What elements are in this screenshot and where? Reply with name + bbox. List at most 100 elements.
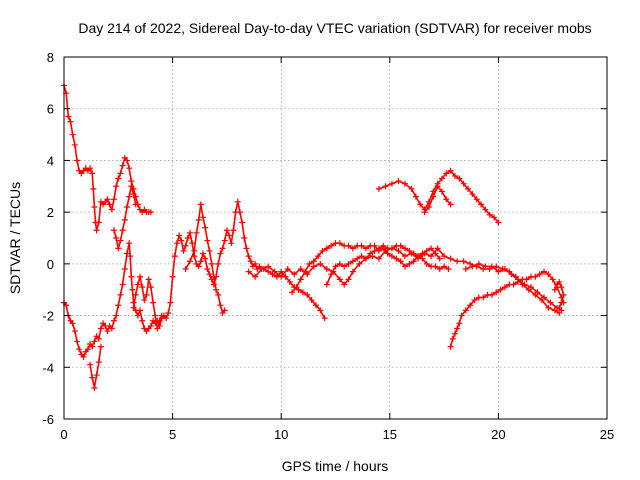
data-point bbox=[132, 201, 139, 208]
data-point bbox=[121, 266, 128, 273]
data-point bbox=[117, 237, 124, 244]
data-point bbox=[447, 343, 454, 350]
series-line bbox=[89, 345, 102, 389]
data-point bbox=[497, 286, 504, 293]
data-point bbox=[286, 278, 293, 285]
data-point bbox=[139, 284, 146, 291]
data-point bbox=[406, 247, 413, 254]
series-trace-1 bbox=[61, 82, 154, 234]
series-trace-7 bbox=[245, 245, 563, 316]
data-point bbox=[104, 328, 111, 335]
data-point bbox=[388, 253, 395, 260]
data-point bbox=[193, 229, 200, 236]
data-point bbox=[532, 273, 539, 280]
data-point bbox=[397, 242, 404, 249]
x-tick-label: 0 bbox=[60, 427, 67, 442]
data-point bbox=[358, 242, 365, 249]
data-point bbox=[80, 353, 87, 360]
data-series bbox=[61, 82, 567, 391]
data-point bbox=[147, 322, 154, 329]
data-point bbox=[139, 317, 146, 324]
data-point bbox=[119, 162, 126, 169]
data-point bbox=[491, 214, 498, 221]
data-point bbox=[278, 268, 285, 275]
data-point bbox=[97, 343, 104, 350]
data-point bbox=[180, 247, 187, 254]
data-point bbox=[558, 284, 565, 291]
data-point bbox=[247, 258, 254, 265]
data-point bbox=[447, 255, 454, 262]
data-point bbox=[91, 203, 98, 210]
data-point bbox=[210, 273, 217, 280]
series-trace-14 bbox=[551, 278, 567, 311]
data-point bbox=[182, 242, 189, 249]
y-axis-label: SDTVAR / TECUs bbox=[7, 182, 23, 294]
data-point bbox=[323, 245, 330, 252]
data-point bbox=[297, 266, 304, 273]
data-point bbox=[219, 245, 226, 252]
data-point bbox=[475, 260, 482, 267]
data-point bbox=[486, 211, 493, 218]
y-tick-label: 0 bbox=[47, 257, 54, 272]
data-point bbox=[451, 172, 458, 179]
data-point bbox=[432, 250, 439, 257]
data-point bbox=[302, 268, 309, 275]
data-point bbox=[182, 266, 189, 273]
data-point bbox=[113, 235, 120, 241]
data-point bbox=[410, 250, 417, 257]
series-line bbox=[464, 263, 563, 312]
data-point bbox=[230, 227, 237, 234]
data-point bbox=[284, 266, 291, 273]
data-point bbox=[123, 157, 130, 164]
data-point bbox=[130, 304, 137, 311]
data-point bbox=[541, 294, 548, 301]
data-point bbox=[123, 203, 130, 210]
series-trace-10 bbox=[375, 167, 502, 226]
data-point bbox=[323, 281, 330, 288]
data-point bbox=[395, 247, 402, 254]
series-line bbox=[378, 170, 500, 224]
data-point bbox=[93, 372, 100, 379]
data-point bbox=[189, 240, 196, 247]
data-point bbox=[169, 273, 176, 280]
data-point bbox=[441, 263, 448, 270]
data-point bbox=[397, 258, 404, 265]
data-point bbox=[67, 118, 74, 125]
data-point bbox=[147, 209, 154, 216]
data-point bbox=[215, 291, 222, 298]
series-line bbox=[247, 247, 561, 314]
y-tick-label: -4 bbox=[42, 360, 54, 375]
data-point bbox=[349, 245, 356, 252]
data-point bbox=[488, 263, 495, 270]
data-point bbox=[328, 271, 335, 278]
data-point bbox=[495, 268, 502, 275]
data-point bbox=[415, 253, 422, 260]
data-point bbox=[87, 361, 94, 368]
data-point bbox=[462, 266, 469, 273]
data-point bbox=[304, 291, 311, 298]
data-point bbox=[315, 253, 322, 260]
data-point bbox=[423, 260, 430, 267]
series-trace-13 bbox=[462, 260, 565, 314]
data-point bbox=[95, 219, 102, 226]
y-tick-label: -2 bbox=[42, 309, 54, 324]
data-point bbox=[200, 250, 207, 257]
data-point bbox=[380, 242, 387, 249]
data-point bbox=[126, 240, 133, 247]
data-point bbox=[425, 203, 432, 210]
data-point bbox=[113, 312, 120, 319]
data-point bbox=[265, 268, 272, 275]
data-point bbox=[119, 281, 126, 288]
series-trace-2 bbox=[110, 183, 139, 252]
data-point bbox=[95, 335, 102, 342]
data-point bbox=[289, 289, 296, 296]
data-point bbox=[356, 260, 363, 267]
data-point bbox=[178, 237, 185, 244]
data-point bbox=[308, 297, 315, 304]
x-tick-label: 25 bbox=[600, 427, 614, 442]
data-point bbox=[412, 193, 419, 200]
y-tick-label: -6 bbox=[42, 412, 54, 427]
data-point bbox=[310, 258, 317, 265]
data-point bbox=[147, 284, 154, 291]
